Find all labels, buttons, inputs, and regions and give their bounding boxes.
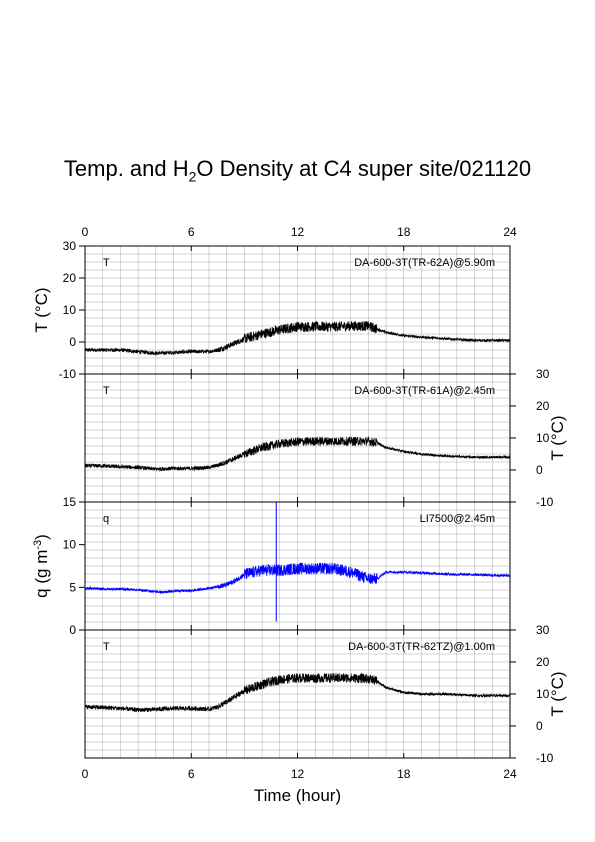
y-tick-label: 10 xyxy=(63,538,77,552)
y-tick-label: 5 xyxy=(69,580,76,594)
panel-tag-p1: T xyxy=(103,257,110,269)
y-tick-label: 0 xyxy=(69,335,76,349)
series-label-p2: DA-600-3T(TR-61A)@2.45m xyxy=(354,385,495,397)
panel-tag-p3: q xyxy=(103,513,109,525)
y-tick-label: 0 xyxy=(69,623,76,637)
series-layer xyxy=(85,320,510,713)
y-tick-label: 20 xyxy=(63,271,77,285)
y-tick-label: 0 xyxy=(536,463,543,477)
y-tick-label: 30 xyxy=(63,239,77,253)
y-axis-title: q (g m-3) xyxy=(32,534,51,598)
y-tick-label: 20 xyxy=(536,655,550,669)
chart-title: Temp. and H2O Density at C4 super site/0… xyxy=(63,156,532,185)
x-tick-label-bottom: 12 xyxy=(291,767,305,781)
series-line-p4 xyxy=(85,672,510,713)
series-label-p1: DA-600-3T(TR-62A)@5.90m xyxy=(354,257,495,269)
y-tick-label: -10 xyxy=(536,495,554,509)
y-axis-title: T (°C) xyxy=(548,415,567,460)
series-label-p3: LI7500@2.45m xyxy=(420,513,495,525)
x-tick-label-top: 0 xyxy=(82,225,89,239)
x-tick-label-top: 12 xyxy=(291,225,305,239)
y-tick-label: -10 xyxy=(536,751,554,765)
label-layer: -10 0 10 20 30 T (°C) T DA-600-3T(TR-62A)@5.90m… xyxy=(32,225,567,805)
y-tick-label: 0 xyxy=(536,719,543,733)
x-tick-label-bottom: 18 xyxy=(397,767,411,781)
y-tick-label: -10 xyxy=(59,367,77,381)
x-tick-label-top: 6 xyxy=(188,225,195,239)
y-tick-label: 30 xyxy=(536,367,550,381)
y-tick-label: 10 xyxy=(536,687,550,701)
x-tick-label-top: 18 xyxy=(397,225,411,239)
y-tick-label: 10 xyxy=(536,431,550,445)
y-axis-title: T (°C) xyxy=(32,287,51,332)
series-line-p3 xyxy=(85,562,510,595)
x-tick-label-top: 24 xyxy=(503,225,517,239)
frame-layer xyxy=(79,245,516,759)
x-axis-title: Time (hour) xyxy=(254,786,341,805)
y-tick-label: 15 xyxy=(63,495,77,509)
x-tick-label-bottom: 0 xyxy=(82,767,89,781)
y-tick-label: 30 xyxy=(536,623,550,637)
x-tick-label-bottom: 6 xyxy=(188,767,195,781)
series-label-p4: DA-600-3T(TR-62TZ)@1.00m xyxy=(348,641,495,653)
series-line-p1 xyxy=(85,320,510,357)
y-axis-title: T (°C) xyxy=(548,671,567,716)
grid-layer xyxy=(84,245,511,759)
y-tick-label: 10 xyxy=(63,303,77,317)
y-tick-label: 20 xyxy=(536,399,550,413)
series-line-p2 xyxy=(85,436,510,473)
x-tick-label-bottom: 24 xyxy=(503,767,517,781)
panel-tag-p2: T xyxy=(103,385,110,397)
panel-tag-p4: T xyxy=(103,641,110,653)
